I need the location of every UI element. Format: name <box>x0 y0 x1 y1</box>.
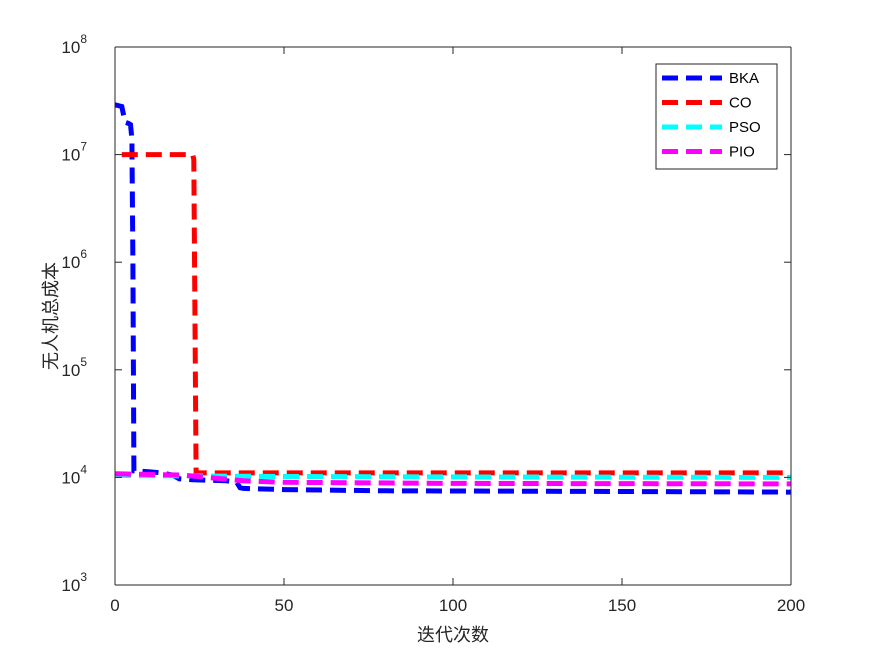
y-tick-exponent: 4 <box>80 462 87 476</box>
x-tick-label: 150 <box>608 596 636 615</box>
legend-label-co: CO <box>729 95 752 112</box>
y-tick-exponent: 3 <box>80 570 87 584</box>
x-tick-label: 100 <box>439 596 467 615</box>
series-line-co <box>121 152 791 476</box>
x-tick-label: 200 <box>777 596 805 615</box>
y-tick-exponent: 7 <box>80 140 87 154</box>
y-tick-exponent: 5 <box>80 355 87 369</box>
series-line-pio <box>114 471 792 487</box>
x-axis-title: 迭代次数 <box>417 625 489 646</box>
legend-label-bka: BKA <box>729 70 759 87</box>
y-tick-exponent: 6 <box>80 247 87 261</box>
legend: BKA CO PSO PIO <box>655 63 778 170</box>
legend-label-pio: PIO <box>729 144 755 161</box>
x-tick-label: 50 <box>275 596 294 615</box>
series-layer <box>114 102 792 495</box>
y-axis-title: 无人机总成本 <box>41 262 62 370</box>
legend-label-pso: PSO <box>729 119 761 136</box>
x-tick-label: 0 <box>110 596 119 615</box>
y-tick-exponent: 8 <box>80 32 87 46</box>
